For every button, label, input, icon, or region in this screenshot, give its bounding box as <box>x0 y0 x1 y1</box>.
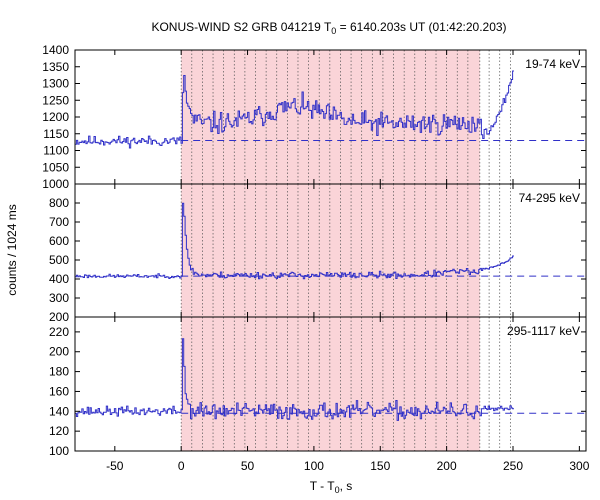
y-tick-label: 500 <box>49 253 69 267</box>
chart-title: KONUS-WIND S2 GRB 041219 T0 = 6140.203s … <box>151 20 506 36</box>
count-rate-series <box>75 338 514 421</box>
panel-3: 100 120 140 160 180 200 220 295-1117 keV <box>49 316 587 458</box>
y-tick-label: 1250 <box>42 93 69 107</box>
x-tick-label: 250 <box>503 459 523 473</box>
y-tick-label: 200 <box>49 345 69 359</box>
xlabel-prefix: T - T <box>310 479 336 493</box>
energy-band-label: 295-1117 keV <box>507 324 580 338</box>
y-tick-label: 220 <box>49 325 69 339</box>
y-tick-label: 1100 <box>43 144 69 158</box>
count-rate-series <box>75 70 514 149</box>
y-tick-label: 200 <box>49 310 69 324</box>
y-tick-label: 140 <box>49 404 69 418</box>
y-tick-label: 700 <box>49 215 69 229</box>
energy-band-label: 74-295 keV <box>519 191 580 205</box>
x-tick-label: 0 <box>178 459 185 473</box>
x-tick-label: 100 <box>304 459 324 473</box>
panel-1: 1000 1050 1100 1150 1200 1250 1300 1350 1400 19-7… <box>42 43 587 191</box>
energy-band-label: 19-74 keV <box>525 57 580 71</box>
y-tick-label: 1350 <box>42 60 69 74</box>
y-tick-label: 160 <box>49 384 69 398</box>
y-tick-label: 1400 <box>42 43 69 57</box>
y-tick-label: 800 <box>49 196 69 210</box>
title-prefix: KONUS-WIND S2 GRB 041219 T <box>151 20 332 34</box>
x-tick-label: 300 <box>569 459 589 473</box>
x-tick-labels: -50 0 50 100 150 200 250 300 <box>106 459 590 473</box>
y-tick-label: 600 <box>49 234 69 248</box>
x-axis-title: T - T0, s <box>310 479 353 495</box>
shaded-interval <box>181 317 480 451</box>
y-tick-label: 1000 <box>42 177 69 191</box>
panel-frame <box>74 316 587 452</box>
x-tick-label: 150 <box>370 459 390 473</box>
panel-2: 200 300 400 500 600 700 800 74-295 keV <box>49 183 587 324</box>
title-suffix: = 6140.203s UT (01:42:20.203) <box>336 20 506 34</box>
x-tick-label: -50 <box>106 459 124 473</box>
panels-group: 1000 1050 1100 1150 1200 1250 1300 1350 1400 19-7… <box>42 43 587 458</box>
y-tick-label: 1150 <box>43 127 69 141</box>
title-subscript: 0 <box>331 26 336 36</box>
count-rate-series <box>75 202 514 280</box>
shaded-interval <box>181 184 480 317</box>
y-tick-label: 120 <box>49 424 69 438</box>
xlabel-suffix: , s <box>340 479 353 493</box>
y-tick-label: 1200 <box>42 110 69 124</box>
y-tick-label: 300 <box>49 291 69 305</box>
y-tick-label: 1300 <box>42 77 69 91</box>
y-tick-label: 1050 <box>42 160 69 174</box>
y-axis-title: counts / 1024 ms <box>5 204 19 295</box>
y-tick-label: 100 <box>49 444 69 458</box>
x-tick-label: 50 <box>241 459 255 473</box>
y-tick-label: 180 <box>49 365 69 379</box>
xlabel-subscript: 0 <box>335 485 340 495</box>
y-tick-label: 400 <box>49 272 69 286</box>
x-tick-label: 200 <box>437 459 457 473</box>
